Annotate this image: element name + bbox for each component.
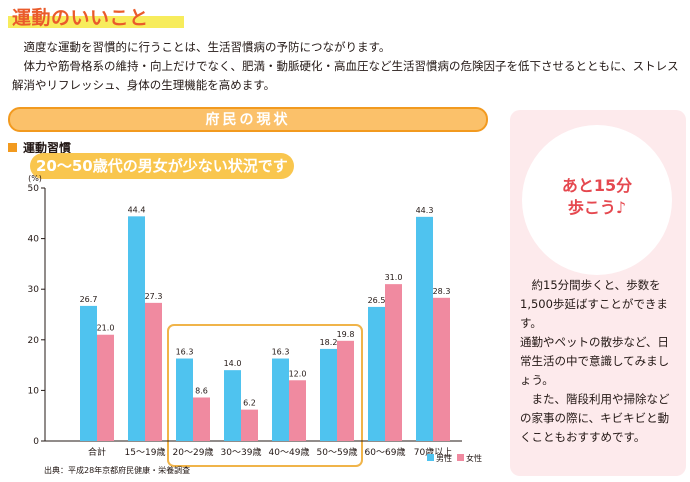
bar-female	[241, 409, 258, 441]
bar-male	[176, 358, 193, 441]
legend-label-male: 男性	[436, 453, 452, 463]
square-bullet-icon	[8, 143, 17, 152]
data-label-male: 14.0	[224, 359, 242, 368]
data-label-female: 27.3	[145, 292, 163, 301]
side-paragraph-3: また、階段利用や掃除などの家事の際に、キビキビと動くこともおすすめです。	[520, 392, 670, 444]
legend-swatch-female	[457, 454, 464, 461]
x-tick-label: 30～39歳	[221, 446, 262, 458]
side-circle-line-1: あと15分	[561, 176, 633, 195]
intro-paragraph-2: 体力や筋骨格系の維持・向上だけでなく、肥満・動脈硬化・高血圧など生活習慣病の危険…	[12, 59, 679, 92]
bar-female	[433, 297, 450, 441]
data-label-male: 26.5	[368, 296, 386, 305]
data-label-female: 28.3	[433, 287, 451, 296]
x-tick-label: 合計	[88, 446, 106, 458]
side-card: あと15分 歩こう♪ 約15分間歩くと、歩数を1,500歩延ばすことができます。…	[510, 110, 686, 476]
x-tick-label: 15～19歳	[125, 446, 166, 458]
data-label-female: 6.2	[243, 399, 256, 408]
y-tick-label: 50	[28, 184, 40, 194]
y-tick-label: 30	[28, 285, 40, 295]
page-title-wrap: 運動のいいこと	[8, 2, 184, 30]
x-tick-label: 20～29歳	[173, 446, 214, 458]
chart-subtitle: 20～50歳代の男女が少ない状況です	[30, 153, 294, 179]
side-circle-line-2: 歩こう♪	[567, 198, 627, 217]
data-label-male: 44.4	[128, 205, 146, 214]
intro-text: 適度な運動を習慣的に行うことは、生活習慣病の予防につながります。 体力や筋骨格系…	[12, 38, 684, 95]
bar-female	[289, 380, 306, 441]
bar-female	[97, 334, 114, 441]
bar-male	[128, 216, 145, 441]
side-circle-text: あと15分 歩こう♪	[522, 175, 672, 219]
source-note: 出典：平成28年京都府民健康・栄養調査	[44, 466, 191, 475]
data-label-female: 19.8	[337, 330, 355, 339]
x-tick-label: 50～59歳	[317, 446, 358, 458]
section-banner-label: 府民の現状	[205, 112, 291, 128]
bar-female	[337, 340, 354, 441]
bar-male	[224, 370, 241, 441]
side-paragraph-1: 約15分間歩くと、歩数を1,500歩延ばすことができます。	[520, 278, 668, 330]
data-label-male: 16.3	[176, 348, 194, 357]
bar-male	[272, 358, 289, 441]
bar-male	[320, 348, 337, 441]
y-unit-label: (%)	[28, 174, 42, 183]
habit-label: 運動習慣	[8, 139, 71, 156]
data-label-male: 44.3	[416, 206, 434, 215]
bar-female	[193, 397, 210, 441]
data-label-female: 21.0	[97, 324, 115, 333]
page-title: 運動のいいこと	[12, 7, 149, 29]
legend-label-female: 女性	[466, 453, 482, 463]
bar-male	[368, 306, 385, 441]
bar-chart: 0 10 20 30 40 50(%) 26.7 21.0 合計 44.4 27.3 15～19歳 16…	[28, 174, 482, 467]
y-tick-label: 40	[28, 235, 40, 245]
bar-female	[145, 302, 162, 441]
x-tick-label: 40～49歳	[269, 446, 310, 458]
side-circle: あと15分 歩こう♪	[522, 125, 672, 275]
intro-paragraph-1: 適度な運動を習慣的に行うことは、生活習慣病の予防につながります。	[23, 40, 391, 54]
habit-label-text: 運動習慣	[23, 141, 72, 155]
side-text: 約15分間歩くと、歩数を1,500歩延ばすことができます。 通勤やペットの散歩な…	[520, 276, 680, 447]
y-tick-label: 20	[28, 336, 40, 346]
data-label-female: 8.6	[195, 386, 208, 395]
bar-male	[416, 216, 433, 441]
data-label-male: 16.3	[272, 348, 290, 357]
title-highlight-bar	[8, 16, 184, 28]
bar-male	[80, 305, 97, 441]
data-label-female: 12.0	[289, 369, 307, 378]
data-label-male: 18.2	[320, 338, 338, 347]
x-tick-label: 60～69歳	[365, 446, 406, 458]
y-tick-label: 10	[28, 386, 40, 396]
legend-swatch-male	[427, 454, 434, 461]
data-label-male: 26.7	[80, 295, 98, 304]
data-label-female: 31.0	[385, 273, 403, 282]
highlight-box	[167, 324, 363, 467]
y-tick-label: 0	[33, 437, 39, 447]
x-tick-label: 70歳以上	[414, 446, 452, 458]
section-banner: 府民の現状	[8, 107, 488, 132]
bar-female	[385, 284, 402, 441]
side-paragraph-2: 通勤やペットの散歩など、日常生活の中で意識してみましょう。	[520, 335, 670, 387]
